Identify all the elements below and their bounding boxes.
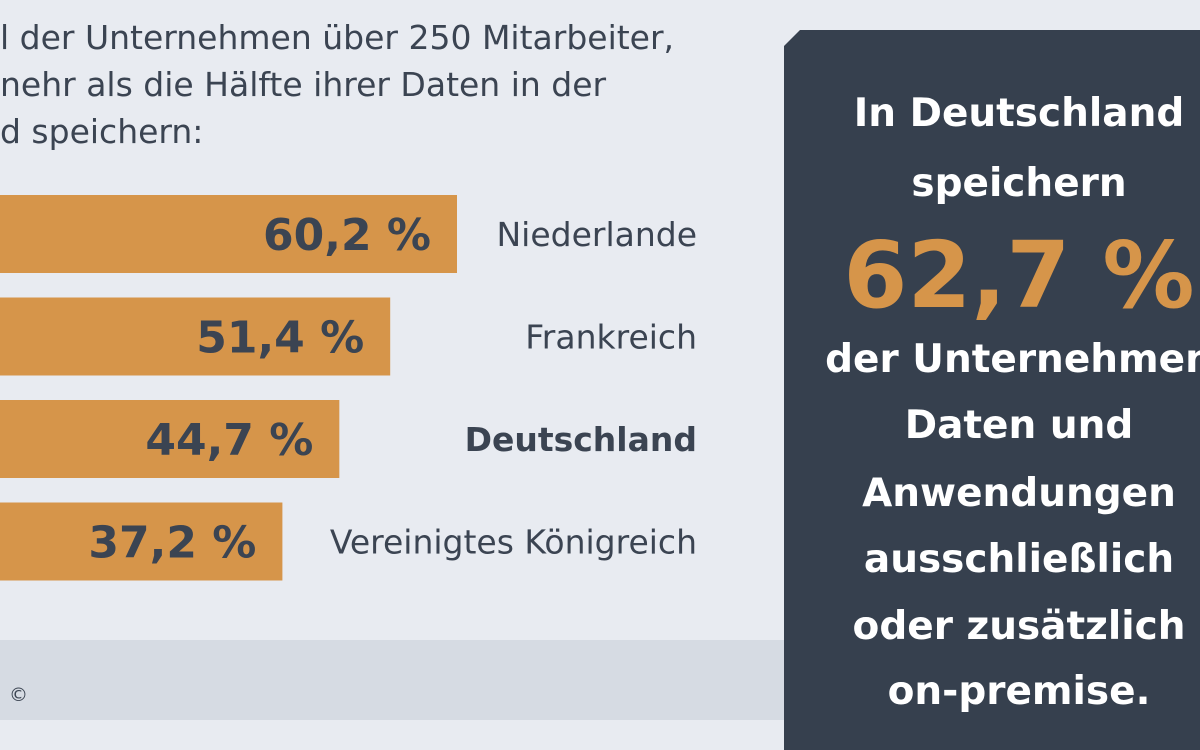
panel-line-3: der Unternehmen xyxy=(825,337,1200,382)
category-label-0: Niederlande xyxy=(496,215,697,254)
panel-line-1: In Deutschland xyxy=(853,91,1185,136)
intro-line-3: d speichern: xyxy=(0,112,204,151)
bar-value-label-0: 60,2 % xyxy=(263,210,431,261)
panel-line-5: Anwendungen xyxy=(862,471,1176,516)
bar-value-label-2: 44,7 % xyxy=(145,415,313,466)
bar-0 xyxy=(0,195,457,273)
panel-line-2: speichern xyxy=(911,161,1127,206)
highlight-panel: In Deutschland speichern 62,7 % der Unte… xyxy=(784,30,1200,750)
intro-text: l der Unternehmen über 250 Mitarbeiter, n… xyxy=(0,14,674,155)
panel-line-7: oder zusätzlich xyxy=(852,604,1186,649)
bar-3 xyxy=(0,502,283,581)
bar-2 xyxy=(0,400,340,478)
panel-line-8: on-premise. xyxy=(887,669,1151,714)
category-label-1: Frankreich xyxy=(525,318,697,357)
bar-value-label-1: 51,4 % xyxy=(196,313,364,364)
bar-value-label-3: 37,2 % xyxy=(88,518,256,569)
bar-1 xyxy=(0,297,391,376)
copyright-icon: © xyxy=(9,684,28,706)
panel-line-6: ausschließlich xyxy=(863,537,1175,582)
panel-big-value: 62,7 % xyxy=(843,222,1195,329)
category-label-3: Vereinigtes Königreich xyxy=(330,523,697,562)
bar-chart: 60,2 % Niederlande 51,4 % Frankreich 44,7 % D… xyxy=(0,195,697,581)
category-label-2: Deutschland xyxy=(465,420,697,459)
intro-line-1: l der Unternehmen über 250 Mitarbeiter, xyxy=(0,18,675,57)
panel-line-4: Daten und xyxy=(904,403,1134,448)
intro-line-2: nehr als die Hälfte ihrer Daten in der xyxy=(0,65,607,104)
